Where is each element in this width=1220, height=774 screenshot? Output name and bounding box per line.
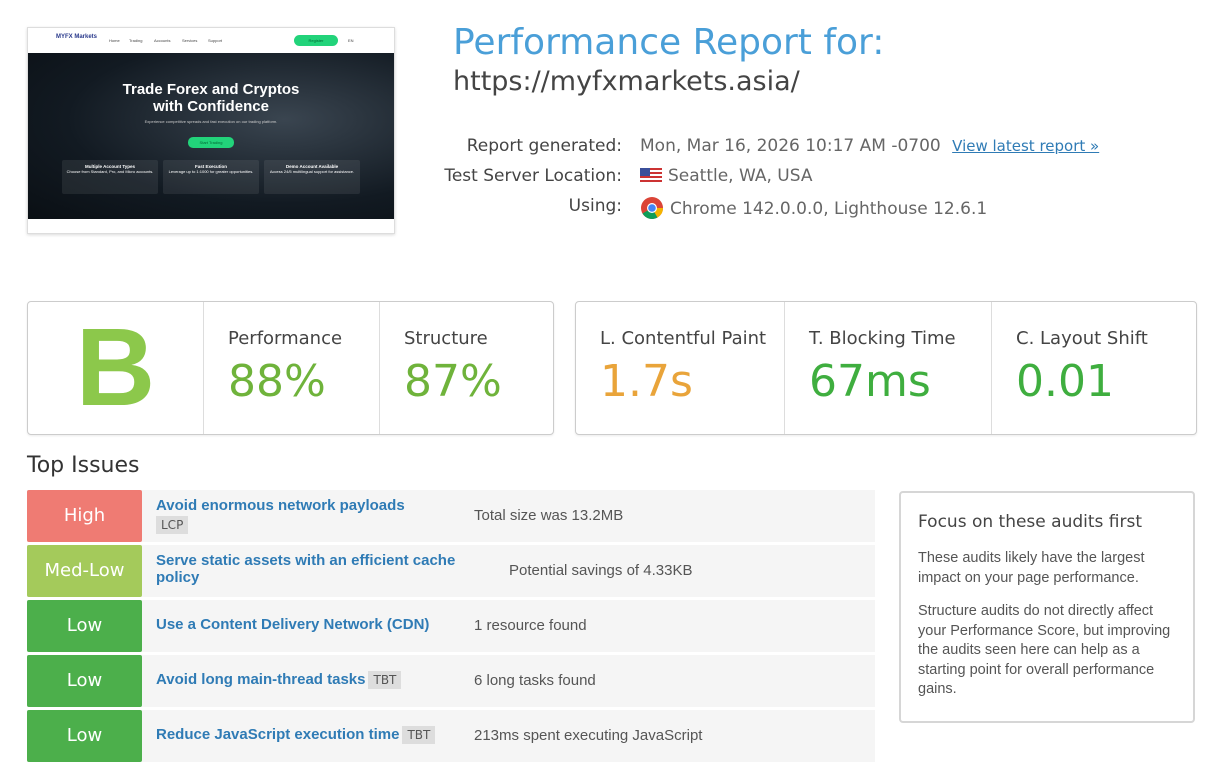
location: Seattle, WA, USA (668, 166, 813, 186)
chrome-icon (641, 197, 663, 219)
issue-title: Avoid long main-thread tasks TBT (156, 671, 402, 689)
score-value: 87% (404, 356, 502, 407)
card-text: Access 24/5 multilingual support for ass… (269, 169, 355, 174)
issue-name: Serve static assets with an efficient ca… (156, 552, 456, 586)
sidebar-body: These audits likely have the largest imp… (918, 549, 1178, 714)
issue-row: High Avoid enormous network payloads LCP To… (27, 490, 875, 542)
score-value: 88% (228, 356, 326, 407)
sidebar-title: Focus on these audits first (918, 512, 1143, 532)
meta-label: Test Server Location: (444, 166, 622, 186)
issue-name: Use a Content Delivery Network (CDN) (156, 616, 430, 633)
thumb-nav-item: Home (109, 38, 120, 43)
card-title: Demo Account Available (285, 164, 339, 169)
score-cell: Performance 88% (203, 302, 379, 434)
thumb-nav-item: Support (208, 38, 223, 43)
issue-row: Low Avoid long main-thread tasks TBT 6 long… (27, 655, 875, 707)
meta-label: Using: (568, 196, 622, 216)
issue-detail: 6 long tasks found (474, 672, 596, 689)
site-thumbnail: MYFX Markets Home Trading Accounts Servi… (27, 27, 395, 234)
issue-tag: TBT (368, 671, 402, 689)
severity: Low (27, 710, 142, 762)
issue-title: Serve static assets with an efficient ca… (156, 552, 486, 586)
vital-value: 67ms (809, 356, 931, 407)
thumb-hero: Trade Forex and Cryptos with Confidence … (28, 53, 394, 219)
browser: Chrome 142.0.0.0, Lighthouse 12.6.1 (670, 199, 988, 219)
score-cell: Structure 87% (379, 302, 554, 434)
issue-row: Low Reduce JavaScript execution time TBT 21… (27, 710, 875, 762)
latest-report-link[interactable]: View latest report » (952, 137, 1100, 155)
issue-title: Use a Content Delivery Network (CDN) (156, 616, 429, 633)
vital-cell: C. Layout Shift 0.01 (991, 302, 1197, 434)
thumb-button: Register (294, 35, 338, 46)
meta-label: Report generated: (466, 136, 622, 156)
vital-cell: L. Contentful Paint 1.7s (576, 302, 784, 434)
issue-detail: Total size was 13.2MB (474, 507, 624, 524)
meta-value: Chrome 142.0.0.0, Lighthouse 12.6.1 (640, 196, 987, 220)
issue-detail: 213ms spent executing JavaScript (474, 727, 703, 744)
thumb-nav-item: Accounts (154, 38, 171, 43)
thumb-logo: MYFX Markets (56, 34, 98, 40)
issue-name: Reduce JavaScript execution time (156, 726, 400, 743)
card-title: Fast Execution (194, 164, 227, 169)
thumb-nav-item: Trading (129, 38, 143, 43)
vital-cell: T. Blocking Time 67ms (784, 302, 991, 434)
issue-detail: Potential savings of 4.33KB (509, 562, 693, 579)
thumb-lang: EN (348, 38, 354, 43)
card-text: Choose from Standard, Pro, and Micro acc… (66, 169, 154, 174)
report-url: https://myfxmarkets.asia/ (453, 66, 800, 97)
score-label: Structure (404, 328, 488, 349)
issue-tag: LCP (156, 516, 189, 534)
generated-date: Mon, Mar 16, 2026 10:17 AM -0700 (640, 136, 941, 156)
vitals-box: L. Contentful Paint 1.7s T. Blocking Time… (575, 301, 1197, 435)
issues-title: Top Issues (27, 453, 140, 478)
issue-name: Avoid enormous network payloads (156, 497, 405, 514)
severity: Med-Low (27, 545, 142, 597)
vital-value: 1.7s (600, 356, 693, 407)
issue-detail: 1 resource found (474, 617, 587, 634)
vital-label: T. Blocking Time (809, 328, 956, 349)
sidebar-paragraph: These audits likely have the largest imp… (918, 550, 1145, 586)
thumb-nav: MYFX Markets Home Trading Accounts Servi… (28, 28, 394, 53)
thumb-headline: Trade Forex and Cryptos with Confidence (122, 81, 300, 115)
severity: Low (27, 655, 142, 707)
issue-row: Low Use a Content Delivery Network (CDN) 1… (27, 600, 875, 652)
issue-tag: TBT (402, 726, 436, 744)
meta-value: Mon, Mar 16, 2026 10:17 AM -0700 View la… (640, 136, 1099, 156)
thumb-card: Multiple Account Types Choose from Standa… (62, 160, 158, 194)
us-flag (640, 168, 662, 182)
issue-title: Avoid enormous network payloads LCP (156, 497, 405, 534)
issue-name: Avoid long main-thread tasks (156, 671, 366, 688)
meta-value: Seattle, WA, USA (640, 166, 812, 186)
issue-row: Med-Low Serve static assets with an effic… (27, 545, 875, 597)
grade: B (75, 306, 156, 429)
card-title: Multiple Account Types (84, 164, 135, 169)
grade-box: B Performance 88% Structure 87% (27, 301, 554, 435)
severity: High (27, 490, 142, 542)
vital-label: L. Contentful Paint (600, 328, 767, 349)
issue-title: Reduce JavaScript execution time TBT (156, 726, 436, 744)
thumb-cta: Start Trading (188, 137, 234, 148)
vital-value: 0.01 (1016, 356, 1114, 407)
report-title: Performance Report for: (453, 22, 885, 63)
vital-label: C. Layout Shift (1016, 328, 1148, 349)
thumb-card: Demo Account Available Access 24/5 multil… (264, 160, 360, 194)
audit-sidebar: Focus on these audits first These audits… (899, 491, 1195, 723)
sidebar-paragraph: Structure audits do not directly affect … (918, 603, 1171, 697)
thumb-nav-item: Services (182, 38, 198, 43)
score-label: Performance (228, 328, 343, 349)
thumb-card: Fast Execution Leverage up to 1:1000 for … (163, 160, 259, 194)
card-text: Leverage up to 1:1000 for greater opport… (168, 169, 254, 174)
severity: Low (27, 600, 142, 652)
thumb-sub: Experience competitive spreads and fast … (144, 119, 278, 124)
